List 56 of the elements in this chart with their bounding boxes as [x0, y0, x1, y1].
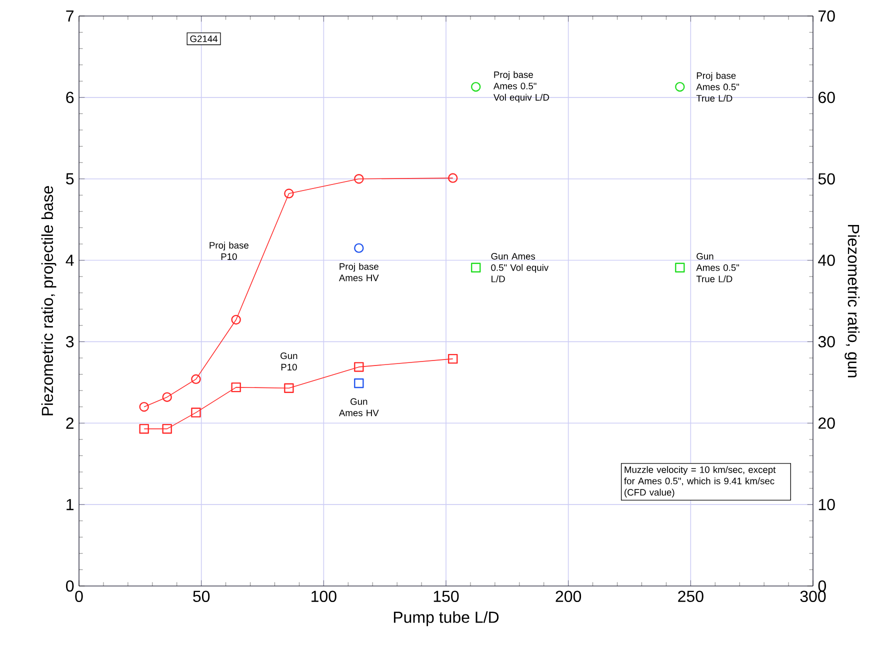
- y2-tick-label: 60: [818, 92, 835, 104]
- point: [139, 402, 149, 412]
- text: Gun Ames HV: [338, 398, 379, 416]
- point: [470, 262, 481, 272]
- y-tick-label: 6: [66, 92, 74, 104]
- x-tick-label: 100: [312, 590, 336, 602]
- y-tick-label: 4: [66, 254, 74, 266]
- y2-tick-label: 20: [818, 417, 835, 429]
- y2-tick-label: 70: [818, 10, 835, 22]
- y2-tick-label: 10: [818, 498, 835, 510]
- point: [284, 188, 294, 198]
- y-tick-label: 3: [66, 336, 74, 348]
- point: [354, 362, 364, 372]
- series-label: Gun P10: [280, 352, 298, 370]
- point: [675, 82, 685, 92]
- point: [231, 314, 241, 325]
- y2-tick-label: 40: [818, 254, 835, 266]
- point: [354, 378, 364, 388]
- x-tick-label: 200: [556, 590, 582, 602]
- x-tick-label: 150: [434, 590, 459, 602]
- y2-tick-label: 30: [818, 336, 835, 348]
- series-label: Proj base Ames 0.5" Vol equiv L/D: [493, 71, 550, 103]
- text: Proj base Ames HV: [338, 262, 379, 282]
- y-axis-title: Piezometric ratio, projectile base: [41, 186, 56, 416]
- point: [191, 408, 201, 418]
- point: [675, 262, 685, 272]
- point: [470, 82, 481, 92]
- series-label: Proj base P10: [210, 242, 248, 260]
- annotation: G2144: [190, 36, 218, 42]
- x-tick-label: 300: [800, 590, 826, 602]
- point: [448, 173, 458, 183]
- y-tick-label: 7: [66, 10, 74, 22]
- point: [162, 424, 172, 434]
- y-tick-label: 1: [66, 499, 74, 510]
- x-tick-label: 250: [678, 590, 704, 602]
- y-tick-label: 5: [66, 173, 74, 184]
- series-label: Gun Ames 0.5" Vol equiv L/D: [491, 252, 549, 282]
- y2-tick-label: 50: [818, 173, 835, 185]
- point: [354, 243, 364, 253]
- point: [139, 424, 149, 434]
- x-tick-label: 50: [193, 590, 210, 602]
- point: [191, 374, 201, 384]
- point: [284, 383, 294, 393]
- point: [231, 382, 241, 392]
- y-tick-label: 2: [66, 418, 74, 429]
- x-axis-title: Pump tube L/D: [394, 611, 499, 626]
- series-label: Proj base Ames 0.5" True L/D: [696, 72, 740, 102]
- y-tick-label: 0: [66, 580, 74, 592]
- point: [162, 392, 172, 402]
- x-tick-label: 0: [75, 590, 83, 602]
- y2-tick-label: 0: [818, 580, 826, 592]
- annotation: Muzzle velocity = 10 km/sec, except for Ames 0.5", which is 9.41 km/sec (CFD value): [624, 466, 776, 498]
- point: [354, 174, 364, 184]
- y2-axis-title: Piezometric ratio, gun: [844, 224, 860, 378]
- point: [448, 354, 458, 364]
- series-label: Gun Ames 0.5" True L/D: [696, 252, 740, 282]
